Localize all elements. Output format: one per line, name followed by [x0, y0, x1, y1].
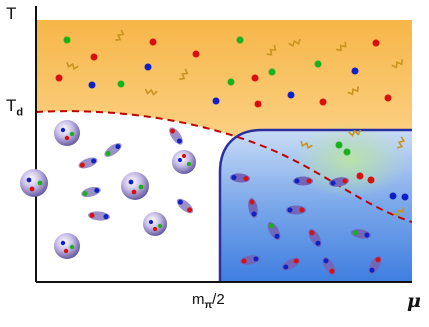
quark-particle	[192, 50, 200, 58]
quark-particle	[212, 97, 220, 105]
gluon-spring	[392, 207, 404, 217]
gluon-spring	[391, 59, 403, 69]
quark-particle	[287, 91, 295, 99]
quark-pair	[293, 176, 313, 186]
quark-pair	[351, 229, 371, 239]
hadron-sphere	[172, 150, 196, 174]
quark-particle	[372, 39, 380, 47]
quark-particle	[149, 38, 157, 46]
hadron-sphere	[54, 120, 80, 146]
overlap-region	[292, 122, 408, 198]
gluon-spring	[288, 38, 301, 48]
meson	[81, 186, 101, 198]
dense-phase-pairs	[230, 173, 382, 275]
quark-particle	[236, 36, 244, 44]
quark-particle	[389, 192, 397, 200]
quark-pair	[240, 255, 260, 265]
meson	[104, 143, 122, 157]
quark-particle	[63, 36, 71, 44]
hadron-sphere	[20, 169, 48, 197]
quark-particle	[227, 78, 235, 86]
hadron-sphere	[54, 233, 80, 259]
quark-particle	[367, 176, 375, 184]
quark-pair	[248, 198, 258, 218]
y-tick-label: Td	[6, 96, 24, 119]
quark-particle	[254, 100, 262, 108]
gluon-spring	[144, 88, 158, 96]
quark-particle	[335, 141, 343, 149]
quark-particle	[401, 193, 409, 201]
deconfinement-boundary	[36, 110, 412, 223]
quark-particle	[356, 172, 364, 180]
hadron-sphere	[143, 212, 167, 236]
quark-particle	[351, 67, 359, 75]
hadron-sphere	[121, 172, 149, 200]
density-boundary	[218, 128, 412, 282]
gluons	[66, 29, 406, 217]
gluon-spring	[347, 86, 359, 96]
quark-particle	[88, 81, 96, 89]
y-axis-label: T	[6, 4, 17, 23]
quark-particle	[55, 74, 63, 82]
meson	[88, 211, 110, 221]
quark-particle	[384, 94, 392, 102]
quark-particle	[319, 98, 327, 106]
x-tick-label: mπ/2	[192, 291, 225, 311]
quark-particle	[251, 74, 259, 82]
hadrons	[20, 120, 196, 259]
quark-pair	[230, 173, 250, 183]
x-axis-label: μ	[407, 290, 421, 312]
quark-pair	[282, 257, 300, 271]
meson	[176, 198, 194, 214]
gluon-spring	[66, 61, 79, 71]
quark-pair	[267, 222, 281, 240]
gluon-spring	[266, 44, 277, 56]
quark-particle	[144, 63, 152, 71]
gluon-spring	[300, 140, 313, 150]
mesons	[78, 127, 194, 221]
meson	[169, 127, 183, 145]
quark-pair	[322, 257, 336, 275]
gluon-spring	[115, 29, 125, 41]
quark-particle	[343, 148, 351, 156]
quark-pair	[329, 177, 349, 187]
quark-pair	[368, 256, 382, 274]
quark-particle	[90, 53, 98, 61]
quark-particle	[268, 68, 276, 76]
quark-particle	[314, 60, 322, 68]
gluon-spring	[396, 136, 406, 149]
free-quarks	[55, 36, 409, 201]
gluon-spring	[179, 68, 189, 80]
quark-particle	[117, 80, 125, 88]
gluon-spring	[348, 129, 362, 137]
meson	[78, 157, 98, 169]
gluon-spring	[335, 41, 347, 52]
quark-pair	[286, 205, 306, 215]
quark-pair	[308, 229, 322, 247]
